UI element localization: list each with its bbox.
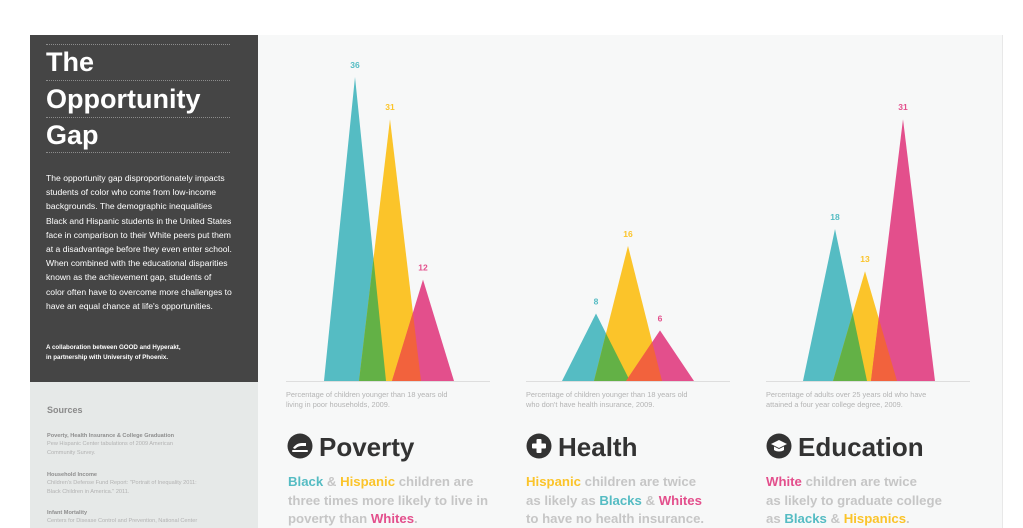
sidebar-panel	[30, 35, 258, 382]
description-text: to have no health insurance.	[526, 511, 705, 527]
title-rule	[46, 80, 230, 81]
health-note: Percentage of children younger than 18 y…	[526, 390, 726, 409]
poverty-note: Percentage of children younger than 18 y…	[286, 390, 486, 409]
intro-text: The opportunity gap disproportionately i…	[46, 173, 232, 311]
source-heading: Poverty, Health Insurance & College Grad…	[47, 433, 175, 439]
poverty-description: Black & Hispanic children are three time…	[288, 473, 518, 528]
highlight-black: Blacks	[784, 511, 827, 527]
source-entry: Poverty, Health Insurance & College Grad…	[47, 432, 237, 457]
description-text: as likely as	[526, 492, 600, 508]
value-label: 31	[385, 102, 395, 112]
description-line: White children are twice	[766, 473, 996, 492]
description-text: children are	[395, 474, 474, 489]
source-line: Pew Hispanic Center tabulations of 2009 …	[47, 441, 173, 448]
health-title: Health	[558, 432, 638, 462]
sources-panel	[30, 382, 258, 528]
source-line: Children's Defense Fund Report: "Portrai…	[47, 480, 197, 487]
value-label: 8	[594, 296, 599, 306]
value-label: 13	[860, 254, 870, 264]
description-text: as	[766, 511, 785, 527]
credit-line-1: A collaboration between GOOD and Hyperak…	[46, 344, 181, 351]
description-text: &	[641, 492, 659, 508]
note-line: who don't have health insurance, 2009.	[526, 399, 655, 409]
highlight-white: Whites	[658, 492, 702, 508]
description-line: Black & Hispanic children are	[288, 473, 518, 492]
note-line: Percentage of children younger than 18 y…	[286, 390, 448, 399]
highlight-white: White	[766, 474, 802, 489]
description-text: children are twice	[580, 474, 697, 489]
highlight-white: Whites	[370, 511, 415, 527]
description-text: as likely to graduate college	[766, 492, 942, 508]
education-description: White children are twice as likely to gr…	[766, 473, 996, 528]
note-line: Percentage of children younger than 18 y…	[526, 390, 688, 399]
health-description: Hispanic children are twice as likely as…	[526, 473, 756, 528]
highlight-hispanic: Hispanic	[526, 474, 581, 489]
overlap-region	[626, 341, 662, 381]
poverty-title: Poverty	[319, 432, 415, 462]
page-title-line-3: Gap	[46, 120, 99, 150]
source-line: Community Survey.	[47, 449, 96, 456]
overlap-region	[359, 258, 386, 381]
education-title: Education	[798, 432, 924, 462]
highlight-hispanic: Hispanics	[843, 511, 907, 527]
description-text: children are twice	[801, 474, 917, 489]
description-text: poverty than	[288, 511, 371, 527]
description-text: &	[323, 474, 341, 489]
source-entry: Infant Mortality Centers for Disease Con…	[47, 509, 237, 526]
value-label: 16	[623, 229, 633, 239]
title-rule	[46, 152, 230, 153]
source-heading: Infant Mortality	[47, 510, 88, 516]
highlight-black: Blacks	[599, 492, 642, 508]
note-line: Percentage of adults over 25 years old w…	[766, 390, 927, 399]
health-icon	[526, 433, 552, 459]
education-icon	[766, 433, 792, 459]
title-rule	[46, 117, 230, 118]
overlap-region	[594, 333, 630, 381]
value-label: 6	[658, 313, 663, 323]
overlap-region	[392, 312, 421, 381]
title-rule	[46, 44, 230, 45]
description-text: .	[414, 511, 418, 527]
poverty-icon	[287, 433, 313, 459]
description-line: poverty than Whites.	[288, 510, 518, 528]
value-label: 36	[350, 60, 360, 70]
source-entry: Household Income Children's Defense Fund…	[47, 471, 237, 496]
description-text: three times more likely to live in	[288, 492, 489, 508]
description-line: Hispanic children are twice	[526, 473, 756, 492]
note-line: attained a four year college degree, 200…	[766, 399, 903, 409]
description-line: as likely as Blacks & Whites	[526, 492, 756, 511]
credit-text: A collaboration between GOOD and Hyperak…	[46, 343, 232, 363]
source-line: Centers for Disease Control and Preventi…	[47, 518, 198, 525]
source-heading: Household Income	[47, 472, 98, 478]
description-text: .	[906, 511, 910, 527]
source-line: Black Children in America." 2011.	[47, 488, 130, 495]
note-line: living in poor households, 2009.	[286, 399, 390, 409]
overlap-region	[833, 313, 867, 381]
highlight-hispanic: Hispanic	[340, 474, 396, 489]
description-line: as likely to graduate college	[766, 492, 996, 511]
description-text: &	[826, 511, 844, 527]
highlight-black: Black	[288, 474, 324, 489]
value-label: 18	[830, 212, 840, 222]
page-title-line-1: The	[46, 47, 95, 77]
overlap-region	[871, 318, 897, 381]
triangle-white	[871, 119, 935, 381]
sources-heading: Sources	[47, 405, 83, 415]
value-label: 12	[418, 263, 428, 273]
education-note: Percentage of adults over 25 years old w…	[766, 390, 966, 409]
credit-line-2: in partnership with University of Phoeni…	[46, 354, 169, 361]
description-line: three times more likely to live in	[288, 492, 518, 511]
charts-panel: 36 31 12 8 16 6 18 13 31 Percentage of children …	[258, 35, 1003, 528]
charts-svg: 36 31 12 8 16 6 18 13 31	[286, 60, 970, 382]
description-line: as Blacks & Hispanics.	[766, 510, 996, 528]
value-label: 31	[898, 102, 908, 112]
description-line: to have no health insurance.	[526, 510, 756, 528]
page-title-line-2: Opportunity	[46, 84, 201, 114]
